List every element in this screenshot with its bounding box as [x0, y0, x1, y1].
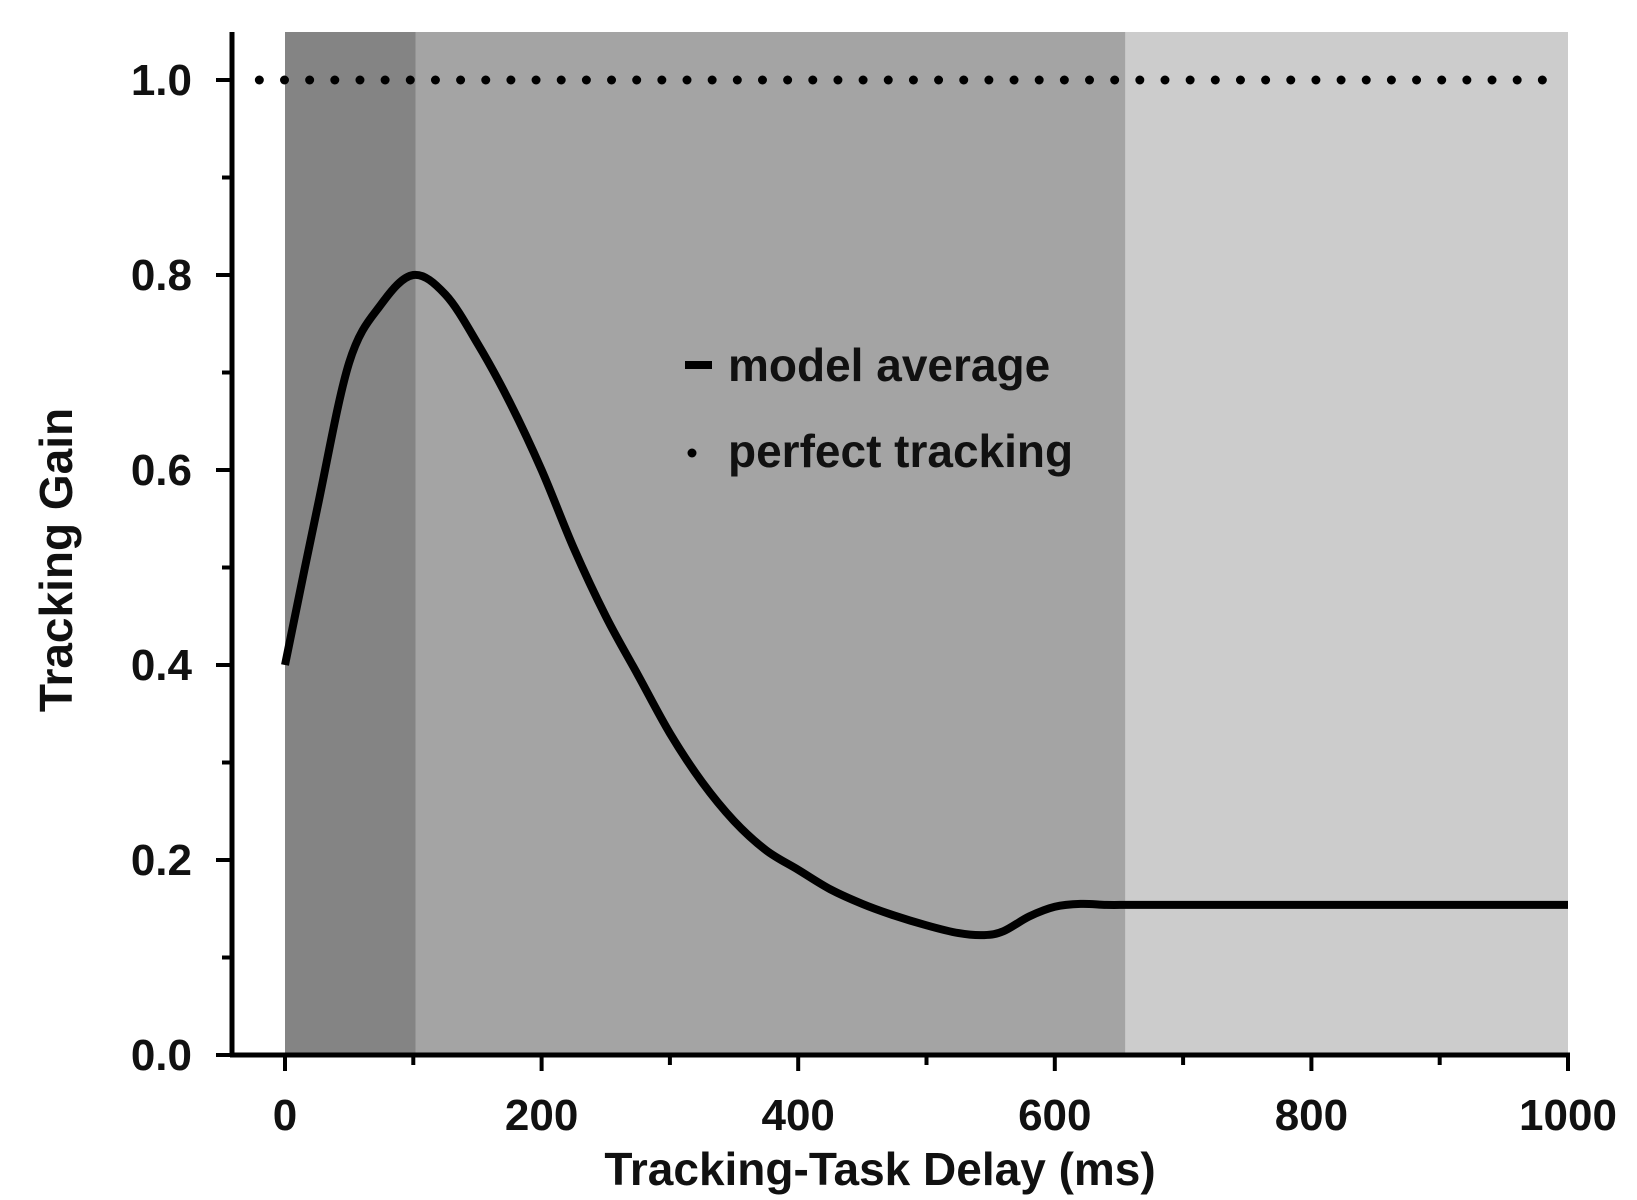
- y-tick-label: 0.2: [131, 836, 192, 885]
- perfect-tracking-dot: [279, 75, 289, 85]
- legend: model average perfect tracking: [685, 339, 1073, 477]
- perfect-tracking-dot: [506, 75, 516, 85]
- perfect-tracking-dot: [305, 75, 315, 85]
- perfect-tracking-dot: [1361, 75, 1371, 85]
- perfect-tracking-dot: [1412, 75, 1422, 85]
- y-tick-label: 1.0: [131, 56, 192, 105]
- perfect-tracking-dot: [1311, 75, 1321, 85]
- perfect-tracking-dot: [1286, 75, 1296, 85]
- perfect-tracking-dot: [254, 75, 264, 85]
- perfect-tracking-dot: [1009, 75, 1019, 85]
- perfect-tracking-dot: [581, 75, 591, 85]
- x-axis-ticks: 0 200 400 600 800 1000: [273, 1055, 1617, 1140]
- perfect-tracking-dot: [883, 75, 893, 85]
- perfect-tracking-dot: [380, 75, 390, 85]
- perfect-tracking-dot: [456, 75, 466, 85]
- perfect-tracking-dot: [1210, 75, 1220, 85]
- perfect-tracking-dot: [757, 75, 767, 85]
- perfect-tracking-dot: [330, 75, 340, 85]
- axes: [229, 32, 1570, 1058]
- perfect-tracking-dot: [632, 75, 642, 85]
- perfect-tracking-dot: [1085, 75, 1095, 85]
- model-average-line: [281, 270, 1568, 940]
- legend-perfect-tracking-swatch: [687, 448, 697, 458]
- y-axis-ticks: 0.0 0.2 0.4 0.6 0.8 1.0: [131, 56, 232, 1080]
- perfect-tracking-dot: [1512, 75, 1522, 85]
- perfect-tracking-dot: [1386, 75, 1396, 85]
- perfect-tracking-dot: [556, 75, 566, 85]
- x-axis-title: Tracking-Task Delay (ms): [604, 1143, 1155, 1195]
- perfect-tracking-dot: [657, 75, 667, 85]
- perfect-tracking-dot: [833, 75, 843, 85]
- perfect-tracking-dot: [405, 75, 415, 85]
- y-axis-title: Tracking Gain: [30, 408, 82, 712]
- perfect-tracking-dot: [1537, 75, 1547, 85]
- y-tick-label: 0.0: [131, 1031, 192, 1080]
- y-tick-label: 0.6: [131, 446, 192, 495]
- perfect-tracking-dot: [808, 75, 818, 85]
- perfect-tracking-dot: [1487, 75, 1497, 85]
- perfect-tracking-dot: [1185, 75, 1195, 85]
- perfect-tracking-dot: [481, 75, 491, 85]
- shaded-region-0: [285, 32, 416, 1055]
- shaded-region-1: [415, 32, 1126, 1055]
- perfect-tracking-dot: [1160, 75, 1170, 85]
- perfect-tracking-dot: [1261, 75, 1271, 85]
- x-tick-label: 800: [1275, 1091, 1348, 1140]
- perfect-tracking-dot: [732, 75, 742, 85]
- perfect-tracking-dot: [707, 75, 717, 85]
- perfect-tracking-dot: [1235, 75, 1245, 85]
- x-tick-label: 200: [505, 1091, 578, 1140]
- perfect-tracking-dot: [607, 75, 617, 85]
- perfect-tracking-dot: [682, 75, 692, 85]
- perfect-tracking-dot: [984, 75, 994, 85]
- shaded-region-2: [1125, 32, 1568, 1055]
- perfect-tracking-series: [254, 75, 1547, 85]
- perfect-tracking-dot: [1336, 75, 1346, 85]
- x-tick-label: 0: [273, 1091, 297, 1140]
- perfect-tracking-dot: [1059, 75, 1069, 85]
- perfect-tracking-dot: [1110, 75, 1120, 85]
- x-tick-label: 400: [761, 1091, 834, 1140]
- perfect-tracking-dot: [430, 75, 440, 85]
- perfect-tracking-dot: [959, 75, 969, 85]
- legend-model-average-label: model average: [728, 339, 1050, 391]
- y-tick-label: 0.4: [131, 641, 193, 690]
- perfect-tracking-dot: [531, 75, 541, 85]
- y-tick-label: 0.8: [131, 251, 192, 300]
- model-average-series: [281, 270, 1568, 940]
- perfect-tracking-dot: [1034, 75, 1044, 85]
- perfect-tracking-dot: [783, 75, 793, 85]
- perfect-tracking-dot: [1462, 75, 1472, 85]
- x-tick-label: 600: [1018, 1091, 1091, 1140]
- perfect-tracking-dot: [355, 75, 365, 85]
- perfect-tracking-dot: [858, 75, 868, 85]
- perfect-tracking-dot: [1135, 75, 1145, 85]
- x-tick-label: 1000: [1519, 1091, 1617, 1140]
- perfect-tracking-dot: [908, 75, 918, 85]
- legend-perfect-tracking-label: perfect tracking: [728, 425, 1073, 477]
- shaded-regions: [285, 32, 1568, 1055]
- perfect-tracking-dot: [1437, 75, 1447, 85]
- perfect-tracking-dot: [934, 75, 944, 85]
